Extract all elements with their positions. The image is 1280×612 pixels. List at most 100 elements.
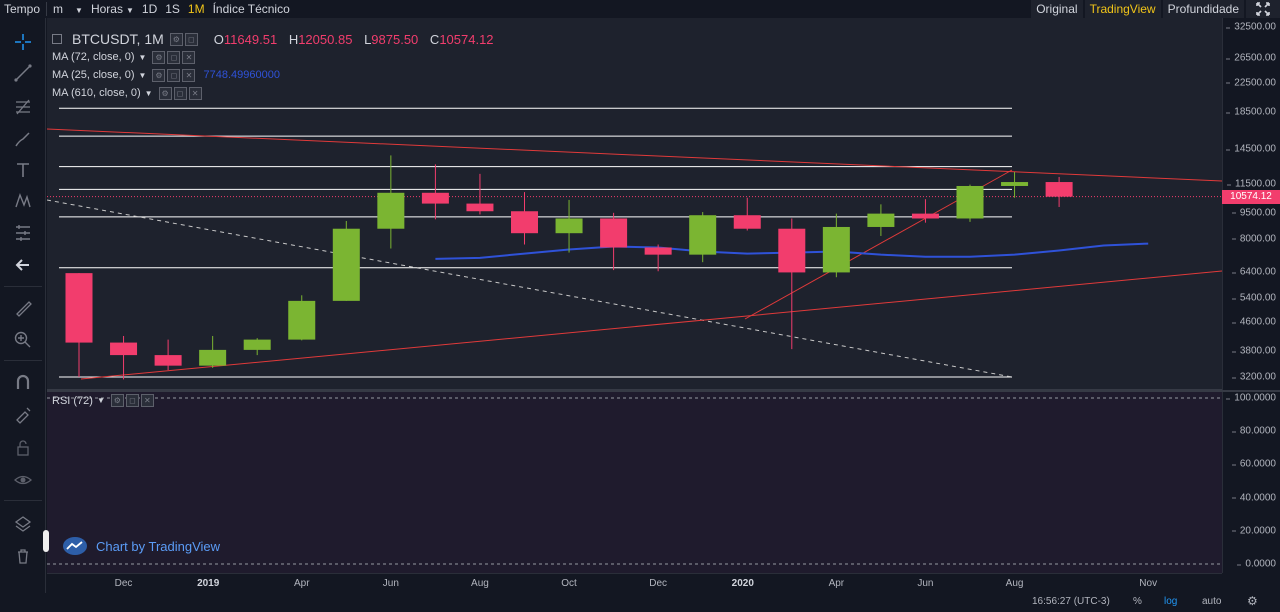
- low-label: L: [364, 31, 372, 47]
- eye-icon[interactable]: [11, 468, 35, 492]
- interval-1s-button[interactable]: 1S: [165, 2, 180, 16]
- view-original-tab[interactable]: Original: [1031, 0, 1083, 18]
- price-tick-label: 26500.00: [1226, 52, 1276, 64]
- settings-icon[interactable]: ⚙: [158, 86, 172, 100]
- chevron-down-icon[interactable]: ▼: [96, 396, 105, 405]
- settings-icon[interactable]: ⚙: [169, 32, 183, 46]
- settings-icon[interactable]: ⚙: [110, 394, 124, 407]
- layers-icon[interactable]: [11, 512, 35, 536]
- top-toolbar: Tempo m ▼ Horas ▼ 1D 1S 1M Índice Técnico: [0, 0, 1280, 18]
- high-label: H: [288, 31, 299, 47]
- hide-icon[interactable]: ◻: [167, 68, 181, 82]
- rsi-chart: [47, 397, 1222, 565]
- auto-toggle[interactable]: auto: [1202, 596, 1222, 607]
- time-axis[interactable]: Dec 2019 Apr Jun Aug Oct Dec 2020 Apr Jun Aug Nov: [47, 573, 1222, 593]
- price-tick-label: 4600.00: [1231, 316, 1276, 328]
- rsi-scale[interactable]: 100.0000 80.0000 60.0000 40.0000 20.0000 0.00…: [1222, 392, 1280, 573]
- rsi-tick-label: 60.0000: [1231, 458, 1276, 470]
- settings-icon[interactable]: ⚙: [152, 50, 166, 64]
- ma25-legend-row: MA (25, close, 0) ▼ ⚙ ◻ ✕ 7748.49960000: [52, 66, 494, 84]
- hide-icon[interactable]: ◻: [184, 32, 198, 46]
- time-axis-month-label: Dec: [114, 578, 133, 589]
- time-axis-month-label: Apr: [293, 578, 310, 589]
- measure-icon[interactable]: [11, 221, 35, 245]
- interval-1d-button[interactable]: 1D: [141, 2, 158, 16]
- pane-divider[interactable]: [47, 389, 1280, 392]
- chart-legend: BTCUSDT, 1M ⚙ ◻ O11649.51 H12050.85 L987…: [52, 30, 494, 102]
- collapse-legend-toggle[interactable]: [52, 34, 62, 44]
- price-chart[interactable]: [47, 18, 1222, 390]
- view-depth-tab[interactable]: Profundidade: [1162, 0, 1244, 18]
- ma25-label[interactable]: MA (25, close, 0): [52, 69, 135, 81]
- view-tradingview-tab[interactable]: TradingView: [1084, 0, 1161, 18]
- view-switcher: Original TradingView Profundidade: [1029, 0, 1280, 18]
- pattern-icon[interactable]: [11, 189, 35, 213]
- text-icon[interactable]: [11, 158, 35, 182]
- close-icon[interactable]: ✕: [140, 394, 154, 407]
- toolbar-divider: [46, 2, 48, 16]
- ma610-label[interactable]: MA (610, close, 0): [52, 87, 141, 99]
- ma25-value: 7748.49960000: [203, 69, 280, 81]
- log-toggle[interactable]: log: [1164, 596, 1178, 607]
- chevron-down-icon[interactable]: ▼: [138, 70, 147, 80]
- zoom-in-icon[interactable]: [11, 328, 35, 352]
- candle-body: [644, 247, 672, 255]
- candle-body: [911, 213, 939, 219]
- candle-body: [110, 342, 138, 356]
- price-chart-pane[interactable]: [47, 18, 1222, 390]
- technical-index-button[interactable]: Índice Técnico: [212, 2, 290, 16]
- lock-drawing-icon[interactable]: [11, 402, 35, 426]
- time-axis-month-label: Nov: [1139, 578, 1158, 589]
- tempo-button[interactable]: Tempo: [4, 2, 41, 16]
- candle-body: [377, 192, 405, 229]
- chevron-down-icon[interactable]: ▼: [144, 88, 153, 98]
- candle-body: [733, 215, 761, 229]
- gear-icon[interactable]: ⚙: [1247, 594, 1258, 608]
- crosshair-icon[interactable]: [11, 30, 35, 54]
- candle-body: [288, 300, 316, 340]
- last-price-tag: 10574.12: [1222, 189, 1280, 204]
- price-tick-label: 18500.00: [1226, 106, 1276, 118]
- hours-dropdown[interactable]: Horas ▼: [87, 0, 138, 18]
- candle-body: [332, 228, 360, 301]
- price-scale[interactable]: 32500.00 26500.00 22500.00 18500.00 14500.00…: [1222, 18, 1280, 390]
- close-icon[interactable]: ✕: [188, 86, 202, 100]
- candle-body: [1045, 182, 1073, 197]
- symbol-legend-row: BTCUSDT, 1M ⚙ ◻ O11649.51 H12050.85 L987…: [52, 30, 494, 48]
- rsi-label[interactable]: RSI (72): [52, 394, 93, 407]
- trash-icon[interactable]: [11, 544, 35, 568]
- trend-line-icon[interactable]: [11, 61, 35, 85]
- magnet-icon[interactable]: [11, 370, 35, 394]
- hide-icon[interactable]: ◻: [167, 50, 181, 64]
- ruler-icon[interactable]: [11, 296, 35, 320]
- unlock-icon[interactable]: [11, 436, 35, 460]
- rsi-tick-label: 40.0000: [1231, 492, 1276, 504]
- percent-toggle[interactable]: %: [1133, 596, 1142, 607]
- watermark-label: Chart by TradingView: [96, 538, 221, 554]
- settings-icon[interactable]: ⚙: [152, 68, 166, 82]
- close-icon[interactable]: ✕: [182, 68, 196, 82]
- drawing-toolbar: [0, 18, 46, 612]
- tradingview-watermark[interactable]: Chart by TradingView: [62, 536, 220, 556]
- time-axis-month-label: Jun: [917, 578, 934, 589]
- ma72-label[interactable]: MA (72, close, 0): [52, 51, 135, 63]
- chevron-down-icon[interactable]: ▼: [138, 52, 147, 62]
- fullscreen-button[interactable]: [1246, 0, 1280, 18]
- interval-1m-button[interactable]: 1M: [187, 2, 205, 16]
- close-value: 10574.12: [439, 31, 494, 47]
- minutes-dropdown[interactable]: m ▼: [49, 0, 87, 18]
- candle-body: [65, 273, 93, 343]
- price-tick-label: 32500.00: [1226, 21, 1276, 33]
- time-axis-month-label: Aug: [1005, 578, 1024, 589]
- back-arrow-icon[interactable]: [11, 253, 35, 277]
- panel-scroll-handle[interactable]: [43, 530, 49, 552]
- price-tick-label: 9500.00: [1231, 207, 1276, 219]
- hide-icon[interactable]: ◻: [173, 86, 187, 100]
- rsi-tick-label: 20.0000: [1231, 525, 1276, 537]
- brush-icon[interactable]: [11, 127, 35, 151]
- rsi-pane[interactable]: [47, 392, 1222, 573]
- fib-tools-icon[interactable]: [11, 95, 35, 119]
- hide-icon[interactable]: ◻: [125, 394, 139, 407]
- candle-body: [600, 218, 628, 248]
- close-icon[interactable]: ✕: [182, 50, 196, 64]
